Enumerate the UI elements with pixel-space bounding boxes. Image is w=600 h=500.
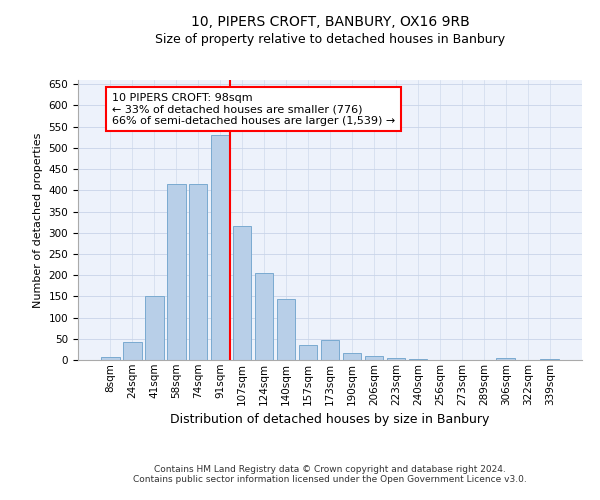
Bar: [409, 359, 427, 360]
Text: 10 PIPERS CROFT: 98sqm
← 33% of detached houses are smaller (776)
66% of semi-de: 10 PIPERS CROFT: 98sqm ← 33% of detached…: [112, 92, 395, 126]
Bar: [233, 226, 251, 360]
Bar: [320, 340, 340, 360]
Bar: [167, 184, 185, 360]
Bar: [255, 274, 274, 360]
Y-axis label: Number of detached properties: Number of detached properties: [33, 132, 43, 308]
Text: Size of property relative to detached houses in Banbury: Size of property relative to detached ho…: [155, 32, 505, 46]
Bar: [145, 296, 164, 360]
Text: Contains HM Land Registry data © Crown copyright and database right 2024.
Contai: Contains HM Land Registry data © Crown c…: [133, 465, 527, 484]
Bar: [277, 300, 295, 360]
Bar: [496, 358, 515, 360]
Bar: [189, 184, 208, 360]
Bar: [123, 342, 142, 360]
Bar: [101, 356, 119, 360]
Bar: [343, 353, 361, 360]
Bar: [211, 135, 229, 360]
Text: Distribution of detached houses by size in Banbury: Distribution of detached houses by size …: [170, 412, 490, 426]
Bar: [386, 358, 405, 360]
Bar: [365, 356, 383, 360]
Bar: [541, 359, 559, 360]
Text: 10, PIPERS CROFT, BANBURY, OX16 9RB: 10, PIPERS CROFT, BANBURY, OX16 9RB: [191, 15, 469, 29]
Bar: [299, 345, 317, 360]
